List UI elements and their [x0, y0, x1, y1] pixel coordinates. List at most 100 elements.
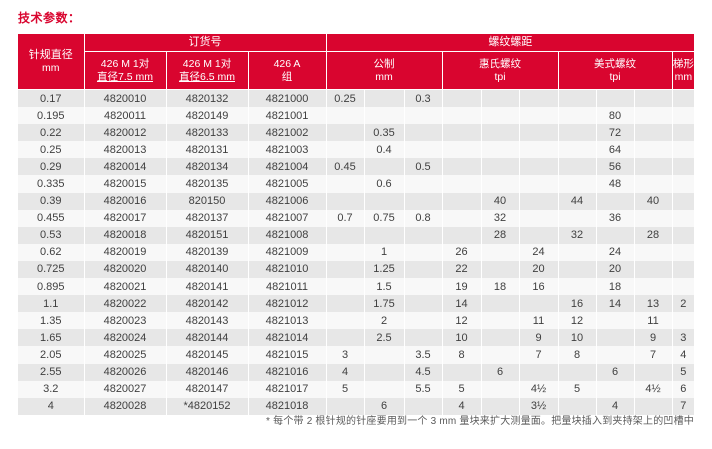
- cell-order_m1_65: 4820141: [166, 278, 249, 296]
- cell-american_3: 11: [634, 312, 673, 330]
- table-row: 1.65 4820024 4820144 4821014 2.5 10 9 10 9 3: [18, 329, 695, 347]
- cell-trapezoidal: [672, 158, 695, 176]
- table-row: 0.22 4820012 4820133 4821002 0.35 72: [18, 124, 695, 142]
- cell-whitworth_2: [481, 346, 520, 364]
- header-subgroup-american-unit: tpi: [609, 70, 621, 83]
- cell-order_m1_65: 4820140: [166, 260, 249, 279]
- cell-order_426a: 4821008: [248, 226, 327, 244]
- cell-american_2: 56: [596, 158, 635, 176]
- cell-whitworth_3: 4½: [519, 380, 559, 398]
- table-row: 4 4820028 *4820152 4821018 6 4 3½ 4 7: [18, 397, 695, 415]
- cell-order_m1_75: 4820011: [84, 107, 167, 125]
- cell-american_3: [634, 260, 673, 279]
- cell-order_m1_75: 4820013: [84, 141, 167, 159]
- cell-metric_2: [364, 380, 405, 398]
- table-row: 0.53 4820018 4820151 4821008 28 32 28: [18, 226, 695, 244]
- table-row: 0.29 4820014 4820134 4821004 0.45 0.5 56: [18, 158, 695, 176]
- cell-metric_1: [326, 124, 365, 142]
- cell-american_3: [634, 363, 673, 381]
- cell-whitworth_2: [481, 141, 520, 159]
- cell-whitworth_1: 26: [442, 243, 482, 261]
- cell-order_426a: 4821002: [248, 124, 327, 142]
- header-subgroup-metric-label: 公制: [373, 58, 395, 71]
- cell-metric_2: 0.75: [364, 209, 405, 227]
- cell-american_2: [596, 192, 635, 210]
- cell-american_2: [596, 346, 635, 364]
- cell-pin_diameter: 1.1: [18, 295, 85, 313]
- cell-order_m1_65: 820150: [166, 192, 249, 210]
- cell-order_m1_75: 4820015: [84, 175, 167, 193]
- cell-pin_diameter: 0.725: [18, 260, 85, 279]
- cell-american_1: [558, 243, 597, 261]
- cell-whitworth_1: 22: [442, 260, 482, 279]
- header-subgroup-american: 美式螺纹 tpi: [558, 51, 673, 90]
- cell-metric_3: [404, 278, 443, 296]
- table-row: 2.05 4820025 4820145 4821015 3 3.5 8 7 8 7 4: [18, 346, 695, 364]
- cell-order_m1_75: 4820014: [84, 158, 167, 176]
- cell-metric_3: [404, 141, 443, 159]
- cell-whitworth_3: [519, 89, 559, 108]
- cell-order_m1_65: 4820143: [166, 312, 249, 330]
- cell-metric_3: [404, 124, 443, 142]
- table-row: 0.25 4820013 4820131 4821003 0.4 64: [18, 141, 695, 159]
- cell-order_m1_65: *4820152: [166, 397, 249, 415]
- cell-metric_2: 1.25: [364, 260, 405, 279]
- cell-metric_3: [404, 226, 443, 244]
- cell-pin_diameter: 1.35: [18, 312, 85, 330]
- header-order-426m1-65-line1: 426 M 1对: [182, 58, 232, 71]
- cell-american_1: 32: [558, 226, 597, 244]
- cell-whitworth_1: [442, 226, 482, 244]
- cell-whitworth_3: [519, 209, 559, 227]
- cell-metric_2: 2.5: [364, 329, 405, 347]
- cell-metric_1: [326, 312, 365, 330]
- cell-american_1: [558, 107, 597, 125]
- header-order-426a-line1: 426 A: [273, 58, 301, 71]
- cell-metric_3: [404, 295, 443, 313]
- cell-american_2: 80: [596, 107, 635, 125]
- cell-american_3: [634, 243, 673, 261]
- cell-order_m1_65: 4820132: [166, 89, 249, 108]
- cell-order_m1_75: 4820016: [84, 192, 167, 210]
- table-row: 0.725 4820020 4820140 4821010 1.25 22 20 20: [18, 260, 695, 279]
- cell-order_m1_75: 4820019: [84, 243, 167, 261]
- cell-metric_2: 1: [364, 243, 405, 261]
- table-row: 0.62 4820019 4820139 4821009 1 26 24 24: [18, 243, 695, 261]
- cell-metric_3: 0.8: [404, 209, 443, 227]
- cell-whitworth_1: [442, 141, 482, 159]
- cell-trapezoidal: [672, 175, 695, 193]
- cell-american_2: 72: [596, 124, 635, 142]
- cell-whitworth_2: 28: [481, 226, 520, 244]
- cell-metric_1: [326, 107, 365, 125]
- cell-order_m1_75: 4820022: [84, 295, 167, 313]
- cell-trapezoidal: 7: [672, 397, 695, 415]
- cell-whitworth_3: [519, 295, 559, 313]
- cell-pin_diameter: 4: [18, 397, 85, 415]
- header-subgroup-metric-unit: mm: [375, 70, 393, 83]
- cell-metric_1: [326, 192, 365, 210]
- cell-american_1: 10: [558, 329, 597, 347]
- cell-whitworth_2: [481, 124, 520, 142]
- cell-metric_1: [326, 397, 365, 415]
- cell-pin_diameter: 0.39: [18, 192, 85, 210]
- cell-american_1: [558, 141, 597, 159]
- cell-whitworth_1: 14: [442, 295, 482, 313]
- cell-order_m1_65: 4820151: [166, 226, 249, 244]
- cell-american_1: 12: [558, 312, 597, 330]
- cell-whitworth_2: 6: [481, 363, 520, 381]
- cell-whitworth_2: [481, 158, 520, 176]
- table-body: 0.17 4820010 4820132 4821000 0.25 0.3 0.195 482…: [18, 89, 695, 415]
- cell-trapezoidal: 3: [672, 329, 695, 347]
- header-order-426m1-75-line1: 426 M 1对: [100, 58, 150, 71]
- cell-whitworth_1: 4: [442, 397, 482, 415]
- cell-order_m1_65: 4820147: [166, 380, 249, 398]
- cell-trapezoidal: [672, 278, 695, 296]
- cell-pin_diameter: 0.25: [18, 141, 85, 159]
- cell-metric_2: 1.75: [364, 295, 405, 313]
- cell-american_3: [634, 124, 673, 142]
- cell-whitworth_2: [481, 312, 520, 330]
- cell-whitworth_1: 5: [442, 380, 482, 398]
- cell-metric_1: 0.45: [326, 158, 365, 176]
- header-subgroup-whitworth: 惠氏螺纹 tpi: [442, 51, 559, 90]
- cell-metric_2: [364, 226, 405, 244]
- cell-american_3: [634, 278, 673, 296]
